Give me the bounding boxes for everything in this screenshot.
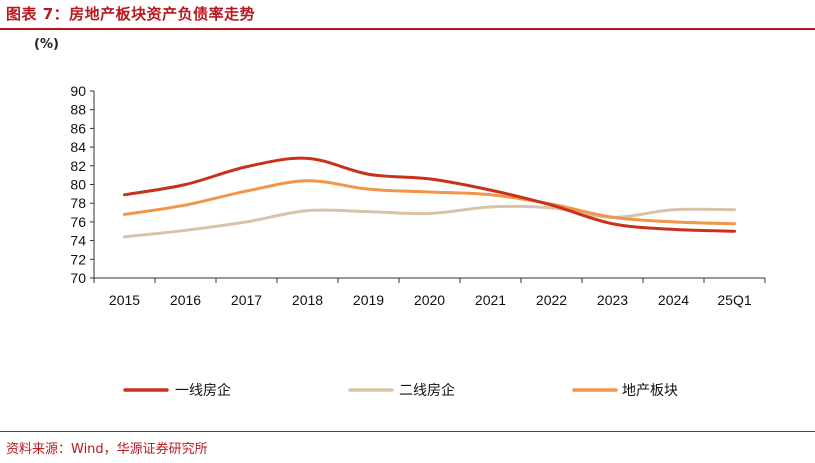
- legend-label-1: 二线房企: [399, 382, 455, 399]
- y-tick-label: 90: [70, 83, 86, 99]
- x-tick-label: 2016: [170, 292, 201, 308]
- figure-title: 图表 7：房地产板块资产负债率走势: [6, 5, 256, 23]
- series-lines: [123, 156, 736, 239]
- y-tick-label: 82: [70, 158, 86, 174]
- x-tick-label: 2019: [353, 292, 384, 308]
- x-tick-label: 2018: [292, 292, 323, 308]
- x-tick-label: 2015: [109, 292, 140, 308]
- y-tick-label: 80: [70, 177, 86, 193]
- chart-axes: 70 72 74 76 78 80 82 84 86 88 90 2015 2016 2017 2018 20…: [70, 83, 766, 308]
- series-line-0: [123, 156, 736, 233]
- x-tick-label: 2020: [414, 292, 445, 308]
- x-tick-label: 25Q1: [717, 292, 751, 308]
- y-tick-label: 76: [70, 214, 86, 230]
- y-tick-label: 72: [70, 251, 86, 267]
- y-tick-label: 70: [70, 270, 86, 286]
- footer-divider: [0, 431, 815, 432]
- legend-label-2: 地产板块: [622, 383, 678, 399]
- y-tick-label: 74: [70, 233, 86, 249]
- y-tick-label: 78: [70, 195, 86, 211]
- x-tick-label: 2024: [658, 292, 689, 308]
- legend-label-0: 一线房企: [175, 382, 231, 399]
- title-divider: [0, 28, 815, 30]
- y-tick-label: 84: [70, 139, 86, 155]
- x-tick-label: 2022: [536, 292, 567, 308]
- source-note: 资料来源：Wind，华源证券研究所: [6, 442, 208, 457]
- y-tick-label: 86: [70, 120, 86, 136]
- y-tick-label: 88: [70, 102, 86, 118]
- x-tick-label: 2021: [475, 292, 506, 308]
- x-tick-label: 2017: [231, 292, 262, 308]
- x-tick-label: 2023: [597, 292, 628, 308]
- series-line-1: [123, 204, 736, 239]
- y-axis-unit-label: (%): [34, 37, 59, 52]
- chart-legend: 一线房企 二线房企 地产板块: [123, 382, 678, 399]
- series-line-2: [123, 179, 736, 226]
